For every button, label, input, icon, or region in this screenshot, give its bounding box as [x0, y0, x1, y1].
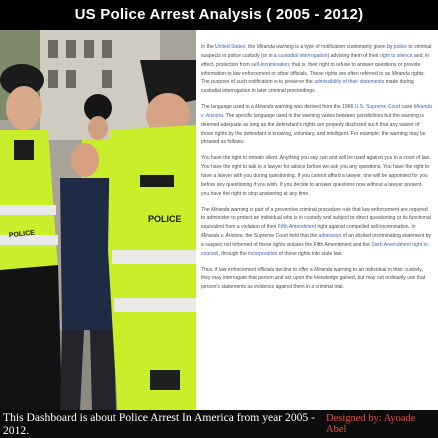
article-text-panel: In the United States, the Miranda warnin… [196, 30, 438, 410]
link-united-states[interactable]: United States [215, 44, 245, 50]
link-self-incrimination[interactable]: self-incrimination [251, 62, 289, 68]
text: The language used in a [201, 104, 255, 110]
text: of these rights into state law. [277, 251, 342, 257]
link-police[interactable]: police [394, 44, 407, 50]
text: . The specific language used in the warn… [201, 113, 426, 146]
text: case [400, 104, 413, 110]
footer-credit: Designed by: Ayoade Abel [326, 413, 432, 435]
text: warning was derived from the 1966 [273, 104, 354, 110]
text: , the Supreme Court held that the [243, 233, 319, 239]
text: In the [201, 44, 215, 50]
paragraph-5: Thus, if law enforcement officials decli… [201, 266, 432, 293]
text: The [201, 207, 211, 213]
text: right against compelled self-incriminati… [316, 224, 416, 230]
paragraph-1: In the United States, the Miranda warnin… [201, 43, 432, 96]
footer-bar: This Dashboard is about Police Arrest In… [0, 410, 438, 438]
text: , the [245, 44, 256, 50]
footer-description: This Dashboard is about Police Arrest In… [3, 411, 326, 437]
link-custodial-interrogation[interactable]: custodial interrogation [278, 53, 327, 59]
text: is a type of notification customarily gi… [294, 44, 394, 50]
text: , through the [218, 251, 248, 257]
link-incorporation[interactable]: incorporation [248, 251, 277, 257]
paragraph-2: The language used in a Miranda warning w… [201, 103, 432, 147]
emphasis: Miranda [392, 71, 410, 77]
police-officers-arrest-photo: POLICE POLICE [0, 30, 196, 410]
emphasis: Miranda v. Arizona [201, 233, 243, 239]
link-right-to-silence[interactable]: right to silence [380, 53, 413, 59]
emphasis: Miranda [314, 267, 332, 273]
vest-text-right: POLICE [148, 214, 182, 224]
paragraph-4: The Miranda warning is part of a prevent… [201, 206, 432, 259]
link-fifth-amendment[interactable]: Fifth Amendment [278, 224, 316, 230]
page-title: US Police Arrest Analysis ( 2005 - 2012) [0, 0, 438, 30]
emphasis: Miranda [211, 207, 229, 213]
link-admissibility[interactable]: admissibility of their statements [314, 79, 384, 85]
paragraph-3: You have the right to remain silent. Any… [201, 154, 432, 198]
link-supreme-court[interactable]: U.S. Supreme Court [355, 104, 400, 110]
text: ) advising them of their [328, 53, 380, 59]
police-arrest-photo: POLICE POLICE [0, 30, 196, 410]
emphasis: Miranda warning [257, 44, 294, 50]
link-admission[interactable]: admission [319, 233, 342, 239]
text: Thus, if law enforcement officials decli… [201, 267, 314, 273]
emphasis: Miranda [255, 104, 273, 110]
